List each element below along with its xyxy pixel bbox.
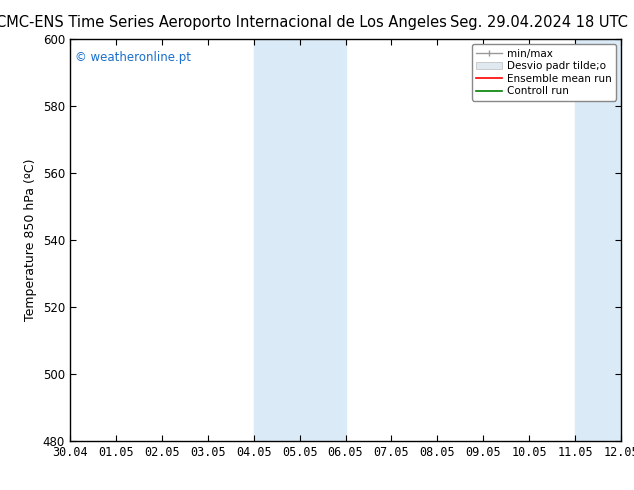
- Bar: [575, 39, 621, 441]
- Y-axis label: Temperature 850 hPa (ºC): Temperature 850 hPa (ºC): [24, 159, 37, 321]
- Text: © weatheronline.pt: © weatheronline.pt: [75, 51, 191, 64]
- Text: Seg. 29.04.2024 18 UTC: Seg. 29.04.2024 18 UTC: [450, 15, 628, 30]
- Legend: min/max, Desvio padr tilde;o, Ensemble mean run, Controll run: min/max, Desvio padr tilde;o, Ensemble m…: [472, 45, 616, 100]
- Bar: [254, 39, 346, 441]
- Text: CMC-ENS Time Series Aeroporto Internacional de Los Angeles: CMC-ENS Time Series Aeroporto Internacio…: [0, 15, 448, 30]
